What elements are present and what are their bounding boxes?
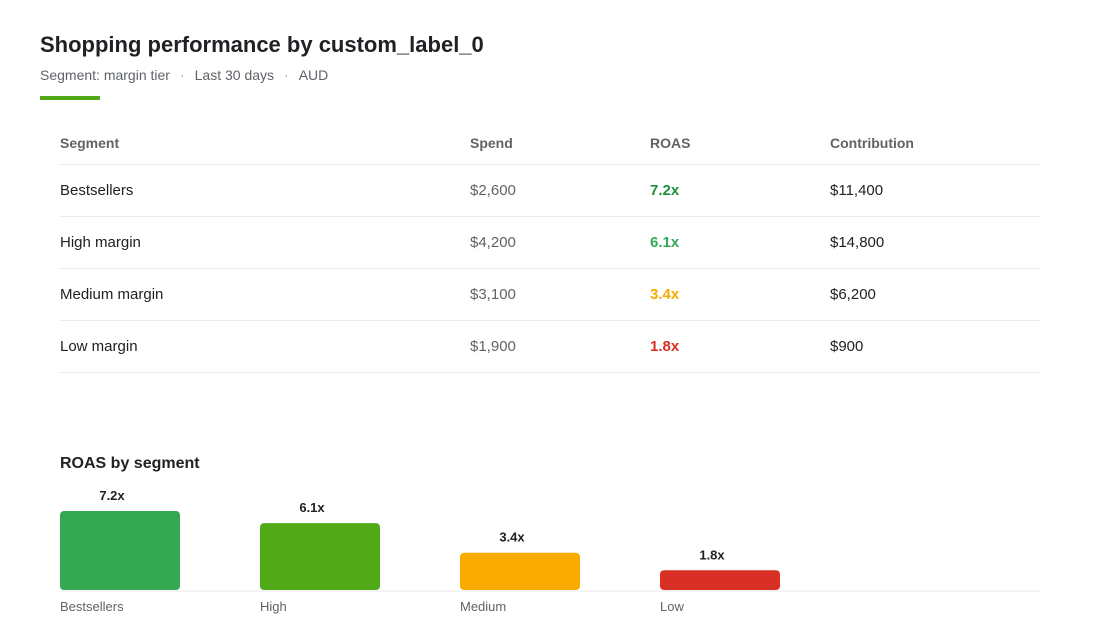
column-header-roas[interactable]: ROAS xyxy=(650,122,830,165)
page-title: Shopping performance by custom_label_0 xyxy=(40,32,484,57)
category-tick-label: Medium xyxy=(460,599,506,614)
roas-bar-chart: 7.2x Bestsellers 6.1x High 3.4x Medium 1.8x Low xyxy=(60,488,1040,614)
bar-high[interactable] xyxy=(260,523,380,590)
contribution-cell: $14,800 xyxy=(830,216,1040,269)
spend-cell: $2,600 xyxy=(470,164,650,217)
contribution-cell: $6,200 xyxy=(830,268,1040,321)
column-header-spend[interactable]: Spend xyxy=(470,122,650,165)
table-header-row: Segment Spend ROAS Contribution xyxy=(60,122,1040,165)
segment-table: Segment Spend ROAS Contribution Bestsell… xyxy=(60,122,1040,373)
roas-cell: 7.2x xyxy=(650,164,830,217)
bar-value-label: 1.8x xyxy=(699,547,725,562)
segment-cell: Bestsellers xyxy=(60,164,470,217)
bar-value-label: 3.4x xyxy=(499,530,525,545)
category-tick-label: High xyxy=(260,599,287,614)
segment-filter: Segment: margin tier xyxy=(40,67,170,83)
bar-value-label: 7.2x xyxy=(99,488,125,503)
report-header: Shopping performance by custom_label_0 S… xyxy=(40,30,484,84)
subtitle-separator: · xyxy=(284,67,289,83)
spend-cell: $3,100 xyxy=(470,268,650,321)
category-tick-label: Bestsellers xyxy=(60,599,124,614)
column-header-contribution[interactable]: Contribution xyxy=(830,122,1040,165)
spend-cell: $4,200 xyxy=(470,216,650,269)
contribution-cell: $11,400 xyxy=(830,164,1040,217)
roas-cell: 3.4x xyxy=(650,268,830,321)
date-range: Last 30 days xyxy=(194,67,275,83)
table-row[interactable]: Medium margin $3,100 3.4x $6,200 xyxy=(60,268,1040,321)
roas-cell: 6.1x xyxy=(650,216,830,269)
subtitle-separator: · xyxy=(179,67,185,83)
bar-bestsellers[interactable] xyxy=(60,511,180,590)
spend-cell: $1,900 xyxy=(470,320,650,373)
bar-value-label: 6.1x xyxy=(299,500,325,515)
chart-title: ROAS by segment xyxy=(60,455,200,472)
currency-label: AUD xyxy=(298,67,329,83)
contribution-cell: $900 xyxy=(830,320,1040,373)
table-row[interactable]: Bestsellers $2,600 7.2x $11,400 xyxy=(60,164,1040,217)
table-row[interactable]: High margin $4,200 6.1x $14,800 xyxy=(60,216,1040,269)
bar-medium[interactable] xyxy=(460,552,580,590)
report-subtitle: Segment: margin tier · Last 30 days · AUD xyxy=(40,66,484,84)
title-accent-bar xyxy=(40,96,100,100)
bar-low[interactable] xyxy=(660,570,780,590)
category-tick-label: Low xyxy=(660,599,684,614)
roas-cell: 1.8x xyxy=(650,320,830,373)
segment-cell: High margin xyxy=(60,216,470,269)
segment-cell: Medium margin xyxy=(60,268,470,321)
column-header-segment[interactable]: Segment xyxy=(60,122,470,165)
table-row[interactable]: Low margin $1,900 1.8x $900 xyxy=(60,320,1040,373)
segment-cell: Low margin xyxy=(60,320,470,373)
